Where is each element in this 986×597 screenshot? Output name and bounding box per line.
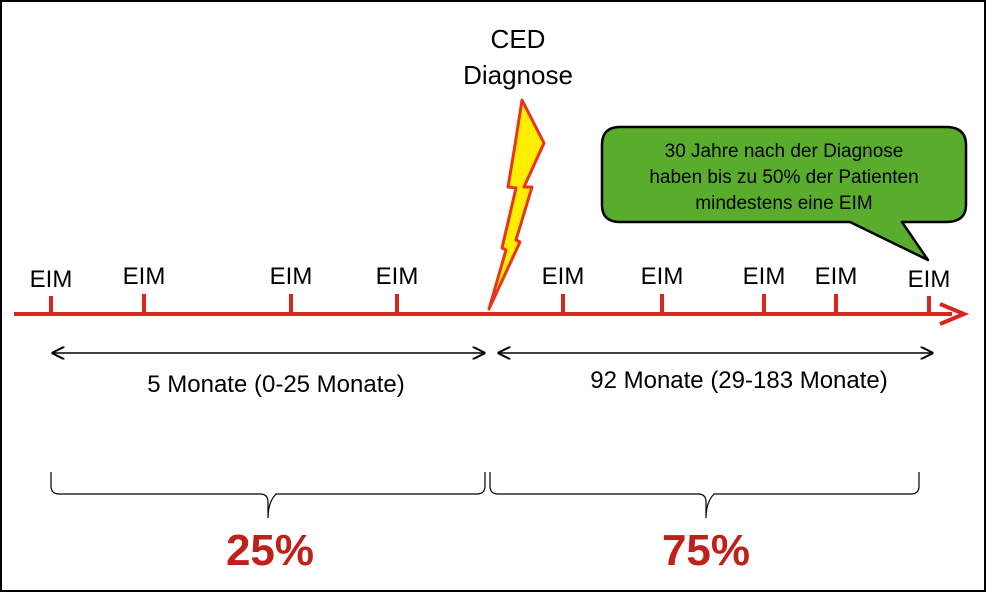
lightning-bolt-icon [487, 98, 546, 311]
diagnosis-label-line1: CED [491, 24, 546, 54]
timeline-arrowhead [939, 302, 970, 326]
duration-label-after: 92 Monate (29-183 Monate) [590, 367, 888, 394]
event-label: EIM [123, 263, 166, 290]
event-label: EIM [30, 266, 73, 293]
event-label: EIM [376, 263, 419, 290]
event-label: EIM [908, 266, 951, 293]
events-after: EIM EIM EIM EIM EIM [542, 263, 951, 314]
duration-label-before: 5 Monate (0-25 Monate) [147, 371, 404, 398]
callout-text-line3: mindestens eine EIM [695, 193, 872, 214]
callout-text-line2: haben bis zu 50% der Patienten [649, 167, 918, 188]
callout-bubble [600, 125, 968, 262]
diagnosis-label-line2: Diagnose [463, 60, 573, 90]
event-label: EIM [270, 263, 313, 290]
event-label: EIM [743, 263, 786, 290]
event-label: EIM [815, 263, 858, 290]
share-before: 25% [226, 526, 314, 575]
brace-before [50, 472, 486, 519]
share-after: 75% [662, 526, 750, 575]
event-label: EIM [641, 263, 684, 290]
callout-text-line1: 30 Jahre nach der Diagnose [665, 141, 904, 162]
events-before: EIM EIM EIM EIM [30, 263, 419, 314]
brace-after [489, 472, 920, 519]
event-label: EIM [542, 263, 585, 290]
